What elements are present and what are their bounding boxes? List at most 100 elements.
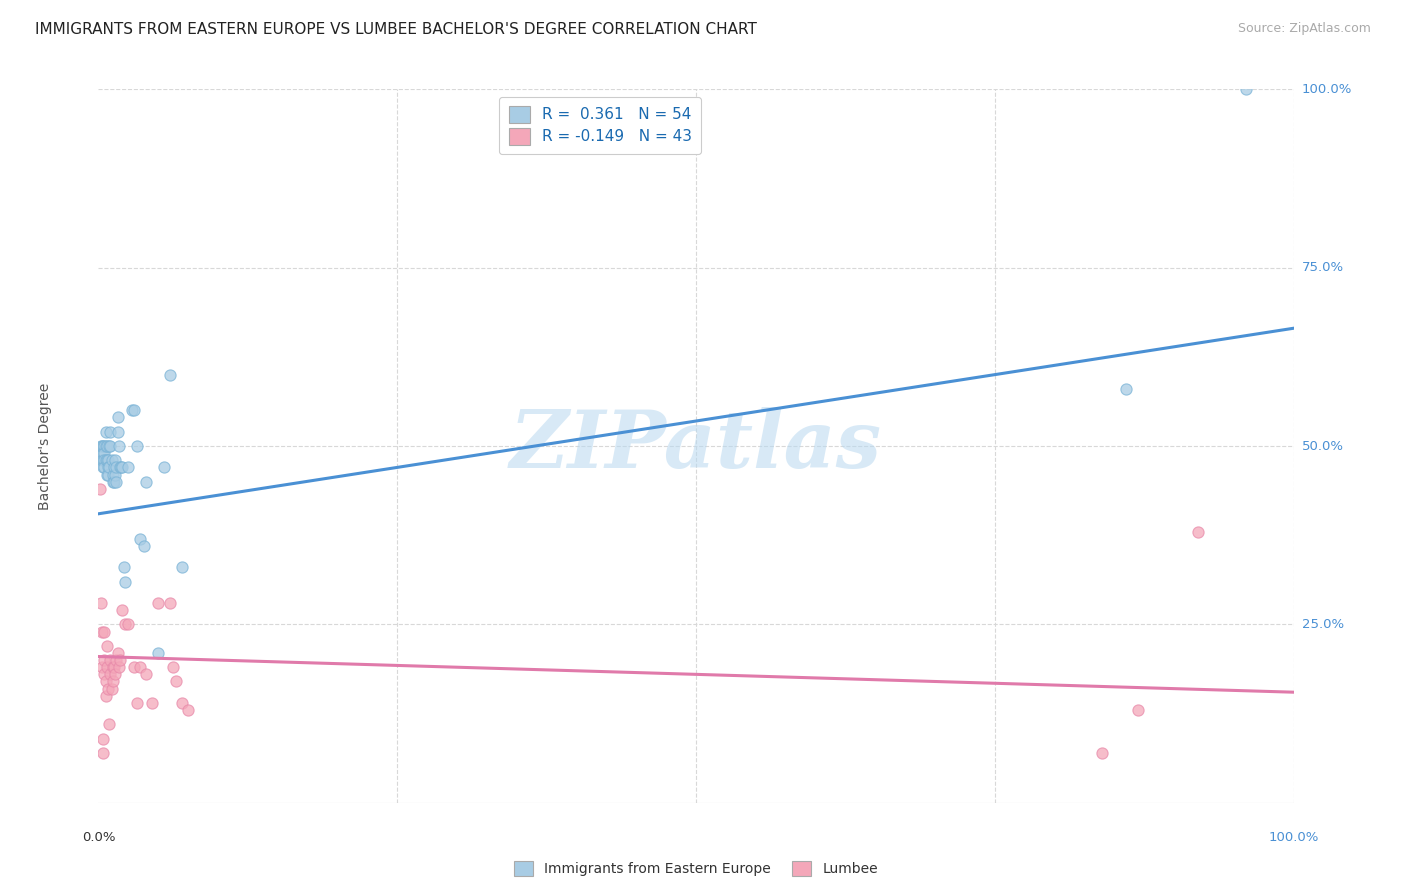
Point xyxy=(103,460,125,475)
Point xyxy=(91,446,114,460)
Point xyxy=(98,717,121,731)
Point xyxy=(103,660,125,674)
Point xyxy=(100,681,122,696)
Text: Bachelor's Degree: Bachelor's Degree xyxy=(38,383,52,509)
Point xyxy=(105,653,128,667)
Point xyxy=(135,667,157,681)
Point xyxy=(91,439,114,453)
Point xyxy=(96,453,118,467)
Point xyxy=(94,453,117,467)
Point xyxy=(91,746,114,760)
Point xyxy=(98,439,121,453)
Point xyxy=(110,460,132,475)
Point xyxy=(98,653,122,667)
Point xyxy=(93,439,115,453)
Point xyxy=(91,439,114,453)
Point xyxy=(148,596,170,610)
Text: Source: ZipAtlas.com: Source: ZipAtlas.com xyxy=(1237,22,1371,36)
Point xyxy=(103,475,125,489)
Text: 100.0%: 100.0% xyxy=(1302,83,1353,95)
Point xyxy=(1091,746,1114,760)
Point xyxy=(98,425,122,439)
Text: 75.0%: 75.0% xyxy=(1302,261,1344,274)
Point xyxy=(91,660,114,674)
Point xyxy=(104,453,127,467)
Point xyxy=(108,460,131,475)
Point xyxy=(94,674,117,689)
Point xyxy=(111,603,134,617)
Point xyxy=(148,646,170,660)
Point xyxy=(111,460,134,475)
Point xyxy=(1115,382,1137,396)
Text: ZIPatlas: ZIPatlas xyxy=(510,408,882,484)
Point xyxy=(97,467,120,482)
Point xyxy=(153,460,176,475)
Point xyxy=(98,667,122,681)
Point xyxy=(101,660,124,674)
Point xyxy=(100,453,122,467)
Point xyxy=(107,660,129,674)
Point xyxy=(93,453,115,467)
Point xyxy=(91,624,114,639)
Point xyxy=(141,696,163,710)
Point xyxy=(1187,524,1209,539)
Point xyxy=(93,667,115,681)
Point xyxy=(97,681,120,696)
Point xyxy=(125,439,148,453)
Point xyxy=(107,410,129,425)
Point xyxy=(117,460,139,475)
Text: 25.0%: 25.0% xyxy=(1302,618,1344,631)
Point xyxy=(90,439,112,453)
Point xyxy=(96,660,118,674)
Point xyxy=(125,696,148,710)
Point xyxy=(101,475,124,489)
Point xyxy=(114,617,136,632)
Point xyxy=(101,674,124,689)
Point xyxy=(107,439,129,453)
Point xyxy=(91,731,114,746)
Point xyxy=(93,446,115,460)
Point xyxy=(90,596,112,610)
Point xyxy=(91,453,114,467)
Text: IMMIGRANTS FROM EASTERN EUROPE VS LUMBEE BACHELOR'S DEGREE CORRELATION CHART: IMMIGRANTS FROM EASTERN EUROPE VS LUMBEE… xyxy=(35,22,756,37)
Point xyxy=(1234,82,1257,96)
Point xyxy=(132,539,155,553)
Point xyxy=(159,368,181,382)
Point xyxy=(97,453,120,467)
Point xyxy=(177,703,200,717)
Point xyxy=(91,453,114,467)
Point xyxy=(165,674,187,689)
Point xyxy=(93,624,115,639)
Point xyxy=(135,475,157,489)
Point xyxy=(91,460,114,475)
Point xyxy=(98,439,122,453)
Point xyxy=(121,403,143,417)
Point xyxy=(117,617,139,632)
Point xyxy=(89,482,111,496)
Point xyxy=(96,439,118,453)
Point xyxy=(93,653,115,667)
Point xyxy=(94,425,117,439)
Point xyxy=(104,467,127,482)
Point xyxy=(101,467,124,482)
Point xyxy=(129,660,152,674)
Point xyxy=(112,560,135,574)
Point xyxy=(105,460,128,475)
Point xyxy=(98,460,121,475)
Point xyxy=(124,660,146,674)
Point xyxy=(172,560,194,574)
Text: 100.0%: 100.0% xyxy=(1268,831,1319,845)
Point xyxy=(107,425,129,439)
Point xyxy=(104,667,127,681)
Point xyxy=(97,460,120,475)
Point xyxy=(124,403,146,417)
Point xyxy=(105,475,128,489)
Point xyxy=(159,596,181,610)
Point xyxy=(96,639,118,653)
Point xyxy=(172,696,194,710)
Point xyxy=(129,532,152,546)
Text: 50.0%: 50.0% xyxy=(1302,440,1344,452)
Point xyxy=(94,689,117,703)
Point xyxy=(114,574,136,589)
Point xyxy=(107,646,129,660)
